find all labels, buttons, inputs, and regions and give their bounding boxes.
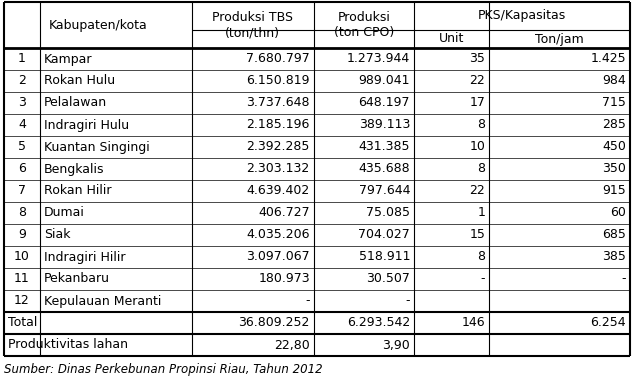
Text: 385: 385 bbox=[602, 250, 626, 264]
Text: Kampar: Kampar bbox=[44, 53, 92, 65]
Text: 6.293.542: 6.293.542 bbox=[347, 317, 410, 329]
Text: 7: 7 bbox=[18, 185, 26, 197]
Text: 4.639.402: 4.639.402 bbox=[247, 185, 310, 197]
Text: 2.185.196: 2.185.196 bbox=[247, 118, 310, 132]
Text: 75.085: 75.085 bbox=[366, 207, 410, 219]
Text: 431.385: 431.385 bbox=[359, 140, 410, 154]
Text: 406.727: 406.727 bbox=[258, 207, 310, 219]
Text: Produksi TBS
(ton/thn): Produksi TBS (ton/thn) bbox=[212, 11, 293, 39]
Text: 715: 715 bbox=[602, 96, 626, 110]
Text: 518.911: 518.911 bbox=[359, 250, 410, 264]
Text: 10: 10 bbox=[469, 140, 485, 154]
Text: 35: 35 bbox=[469, 53, 485, 65]
Text: 915: 915 bbox=[602, 185, 626, 197]
Text: Sumber: Dinas Perkebunan Propinsi Riau, Tahun 2012: Sumber: Dinas Perkebunan Propinsi Riau, … bbox=[4, 363, 322, 377]
Text: 8: 8 bbox=[18, 207, 26, 219]
Text: 1: 1 bbox=[18, 53, 25, 65]
Text: Pekanbaru: Pekanbaru bbox=[44, 272, 110, 286]
Text: 6.150.819: 6.150.819 bbox=[247, 75, 310, 87]
Text: 17: 17 bbox=[469, 96, 485, 110]
Text: 146: 146 bbox=[462, 317, 485, 329]
Text: 685: 685 bbox=[602, 228, 626, 241]
Text: Bengkalis: Bengkalis bbox=[44, 163, 104, 175]
Text: 22: 22 bbox=[469, 75, 485, 87]
Text: 60: 60 bbox=[610, 207, 626, 219]
Text: 12: 12 bbox=[14, 295, 30, 308]
Text: Rokan Hulu: Rokan Hulu bbox=[44, 75, 115, 87]
Text: 2.392.285: 2.392.285 bbox=[247, 140, 310, 154]
Text: 36.809.252: 36.809.252 bbox=[238, 317, 310, 329]
Text: 450: 450 bbox=[602, 140, 626, 154]
Text: 389.113: 389.113 bbox=[359, 118, 410, 132]
Text: 1.425: 1.425 bbox=[590, 53, 626, 65]
Text: Kepulauan Meranti: Kepulauan Meranti bbox=[44, 295, 161, 308]
Text: 350: 350 bbox=[602, 163, 626, 175]
Text: 435.688: 435.688 bbox=[359, 163, 410, 175]
Text: 180.973: 180.973 bbox=[258, 272, 310, 286]
Text: Indragiri Hilir: Indragiri Hilir bbox=[44, 250, 125, 264]
Text: 704.027: 704.027 bbox=[358, 228, 410, 241]
Text: Unit: Unit bbox=[439, 33, 464, 46]
Text: 10: 10 bbox=[14, 250, 30, 264]
Text: PKS/Kapasitas: PKS/Kapasitas bbox=[478, 10, 566, 22]
Text: Rokan Hilir: Rokan Hilir bbox=[44, 185, 111, 197]
Text: 989.041: 989.041 bbox=[359, 75, 410, 87]
Text: 7.680.797: 7.680.797 bbox=[246, 53, 310, 65]
Text: 11: 11 bbox=[14, 272, 30, 286]
Text: 3: 3 bbox=[18, 96, 25, 110]
Text: 30.507: 30.507 bbox=[366, 272, 410, 286]
Text: 3.737.648: 3.737.648 bbox=[247, 96, 310, 110]
Text: 8: 8 bbox=[477, 250, 485, 264]
Text: 2: 2 bbox=[18, 75, 25, 87]
Text: Pelalawan: Pelalawan bbox=[44, 96, 107, 110]
Text: 285: 285 bbox=[602, 118, 626, 132]
Text: 6: 6 bbox=[18, 163, 25, 175]
Text: 15: 15 bbox=[469, 228, 485, 241]
Text: -: - bbox=[305, 295, 310, 308]
Text: 5: 5 bbox=[18, 140, 26, 154]
Text: Siak: Siak bbox=[44, 228, 70, 241]
Text: 8: 8 bbox=[477, 163, 485, 175]
Text: 8: 8 bbox=[477, 118, 485, 132]
Text: 6.254: 6.254 bbox=[590, 317, 626, 329]
Text: Indragiri Hulu: Indragiri Hulu bbox=[44, 118, 129, 132]
Text: Ton/jam: Ton/jam bbox=[535, 33, 584, 46]
Text: 648.197: 648.197 bbox=[359, 96, 410, 110]
Text: 4.035.206: 4.035.206 bbox=[247, 228, 310, 241]
Text: 3,90: 3,90 bbox=[382, 339, 410, 351]
Text: -: - bbox=[406, 295, 410, 308]
Text: Produksi
(ton CPO): Produksi (ton CPO) bbox=[334, 11, 394, 39]
Text: 2.303.132: 2.303.132 bbox=[247, 163, 310, 175]
Text: 4: 4 bbox=[18, 118, 25, 132]
Text: 984: 984 bbox=[602, 75, 626, 87]
Text: 1.273.944: 1.273.944 bbox=[347, 53, 410, 65]
Text: 797.644: 797.644 bbox=[359, 185, 410, 197]
Text: 22,80: 22,80 bbox=[274, 339, 310, 351]
Text: 1: 1 bbox=[477, 207, 485, 219]
Text: Total: Total bbox=[8, 317, 38, 329]
Text: -: - bbox=[481, 272, 485, 286]
Text: 3.097.067: 3.097.067 bbox=[247, 250, 310, 264]
Text: Kuantan Singingi: Kuantan Singingi bbox=[44, 140, 150, 154]
Text: 22: 22 bbox=[469, 185, 485, 197]
Text: 9: 9 bbox=[18, 228, 25, 241]
Text: Produktivitas lahan: Produktivitas lahan bbox=[8, 339, 128, 351]
Text: Dumai: Dumai bbox=[44, 207, 85, 219]
Text: Kabupaten/kota: Kabupaten/kota bbox=[48, 19, 147, 31]
Text: -: - bbox=[622, 272, 626, 286]
